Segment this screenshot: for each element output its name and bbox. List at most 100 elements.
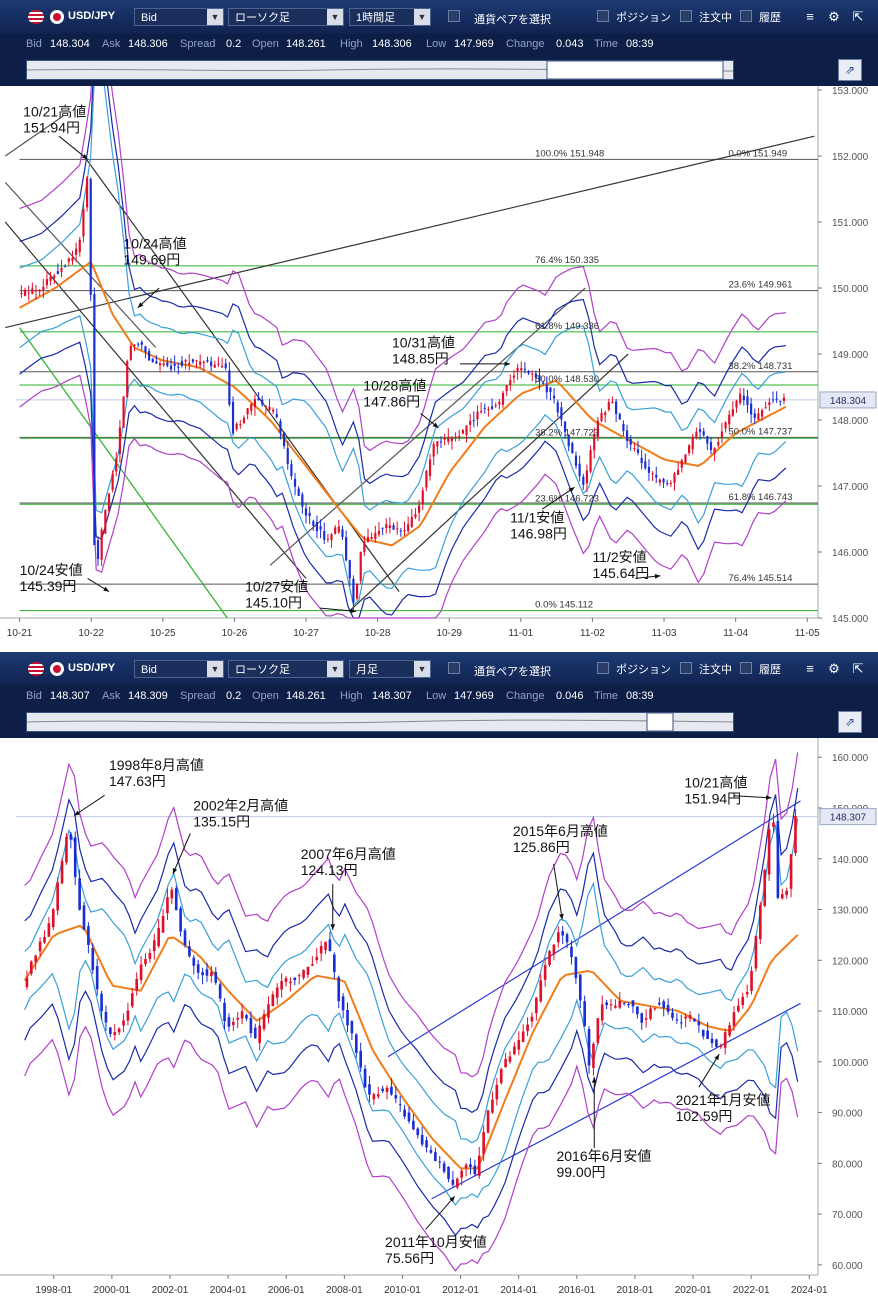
y-tick-label: 160.000: [832, 753, 869, 764]
candle-body: [352, 578, 355, 603]
popout-icon[interactable]: ⇱: [852, 661, 864, 676]
fibonacci-label: 50.0% 148.530: [535, 374, 599, 385]
annotation-arrow-line: [425, 1195, 456, 1230]
candle-body: [605, 1002, 608, 1006]
y-tick-label: 148.000: [832, 416, 869, 427]
annotation-label: 10/27安値: [245, 579, 308, 595]
candle-body: [377, 530, 381, 535]
candle-body: [684, 454, 687, 463]
candle-body: [56, 882, 59, 911]
candle-body: [662, 478, 665, 483]
candle-body: [75, 248, 78, 255]
timeframe-select[interactable]: 月足 ▼: [349, 660, 431, 678]
candle-body: [27, 292, 30, 294]
candle-body: [312, 521, 315, 526]
candle-body: [311, 964, 314, 966]
candle-body: [723, 1032, 727, 1048]
navigator-track[interactable]: [26, 60, 734, 80]
fibonacci-label: 23.6% 146.723: [535, 493, 599, 504]
candle-body: [328, 939, 332, 952]
price-type-value: Bid: [141, 664, 157, 676]
candle-body: [56, 271, 59, 274]
candle-body: [113, 1032, 117, 1036]
timeframe-select[interactable]: 1時間足 ▼: [349, 8, 431, 26]
price-type-select[interactable]: Bid ▼: [134, 660, 224, 678]
candle-body: [428, 459, 432, 476]
annotation-label: 135.15円: [193, 814, 250, 830]
candle-body: [527, 371, 530, 374]
candle-body: [152, 940, 156, 952]
candle-body: [286, 448, 289, 464]
candle-body: [258, 1025, 261, 1044]
bollinger-band-line: [19, 86, 786, 452]
chart-type-select[interactable]: ローソク足 ▼: [228, 8, 344, 26]
candle-body: [34, 955, 38, 963]
candle-body: [67, 258, 70, 262]
candle-body: [139, 964, 143, 981]
candle-body: [640, 1013, 644, 1023]
orders-checkbox[interactable]: [680, 10, 692, 22]
candle-body: [651, 473, 654, 475]
chevron-down-icon: ▼: [207, 661, 223, 677]
position-checkbox[interactable]: [597, 662, 609, 674]
menu-icon[interactable]: ≡: [806, 9, 814, 24]
position-checkbox[interactable]: [597, 10, 609, 22]
chart-type-select[interactable]: ローソク足 ▼: [228, 660, 344, 678]
annotation-label: 147.63円: [109, 773, 166, 789]
candle-body: [684, 1016, 687, 1019]
ask-value: 148.309: [128, 690, 168, 702]
candle-body: [372, 1094, 376, 1100]
gear-icon[interactable]: ⚙: [828, 661, 840, 676]
y-tick-label: 70.000: [832, 1210, 863, 1221]
navigator-track[interactable]: [26, 712, 734, 732]
candle-body: [403, 1109, 406, 1117]
annotation-label: 146.98円: [510, 525, 567, 541]
candle-body: [337, 977, 341, 1002]
candle-body: [627, 1003, 630, 1006]
bid-label: Bid: [26, 38, 42, 50]
candle-body: [177, 366, 180, 368]
history-checkbox[interactable]: [740, 662, 752, 674]
candle-body: [789, 854, 793, 889]
x-tick-label: 2018-01: [617, 1285, 654, 1296]
candle-body: [118, 427, 122, 454]
zoom-fit-button[interactable]: ⇗: [838, 59, 862, 81]
candle-body: [662, 1001, 666, 1008]
candle-body: [239, 424, 242, 426]
annotation-label: 125.86円: [513, 839, 570, 855]
menu-icon[interactable]: ≡: [806, 661, 814, 676]
candle-body: [366, 536, 370, 543]
candle-body: [618, 1000, 622, 1008]
pair-select-label: 通貨ペアを選択: [474, 14, 551, 26]
time-label: Time: [594, 38, 619, 50]
candle-body: [530, 1016, 534, 1022]
bollinger-band-line: [19, 314, 787, 606]
candle-body: [161, 916, 165, 933]
candle-body: [512, 375, 516, 378]
pair-select-checkbox[interactable]: [448, 662, 460, 674]
history-checkbox[interactable]: [740, 10, 752, 22]
candle-body: [64, 266, 67, 268]
zoom-fit-button[interactable]: ⇗: [838, 711, 862, 733]
pair-select-checkbox[interactable]: [448, 10, 460, 22]
candle-body: [115, 458, 118, 472]
candle-body: [480, 411, 483, 413]
candle-body: [334, 527, 337, 534]
candle-body: [315, 522, 319, 532]
price-type-select[interactable]: Bid ▼: [134, 8, 224, 26]
popout-icon[interactable]: ⇱: [852, 9, 864, 24]
candle-body: [38, 941, 42, 952]
candle-body: [706, 436, 709, 444]
annotation-arrow-head: [449, 1196, 455, 1202]
candle-body: [691, 436, 694, 450]
candle-body: [772, 822, 775, 827]
annotation-label: 2002年2月高値: [193, 798, 288, 814]
annotation-arrow-head: [568, 487, 575, 493]
x-tick-label: 2022-01: [733, 1285, 770, 1296]
gear-icon[interactable]: ⚙: [828, 9, 840, 24]
candle-body: [697, 1021, 701, 1026]
candle-body: [582, 476, 585, 485]
orders-checkbox[interactable]: [680, 662, 692, 674]
position-label: ポジション: [616, 12, 671, 24]
y-tick-label: 80.000: [832, 1159, 863, 1170]
